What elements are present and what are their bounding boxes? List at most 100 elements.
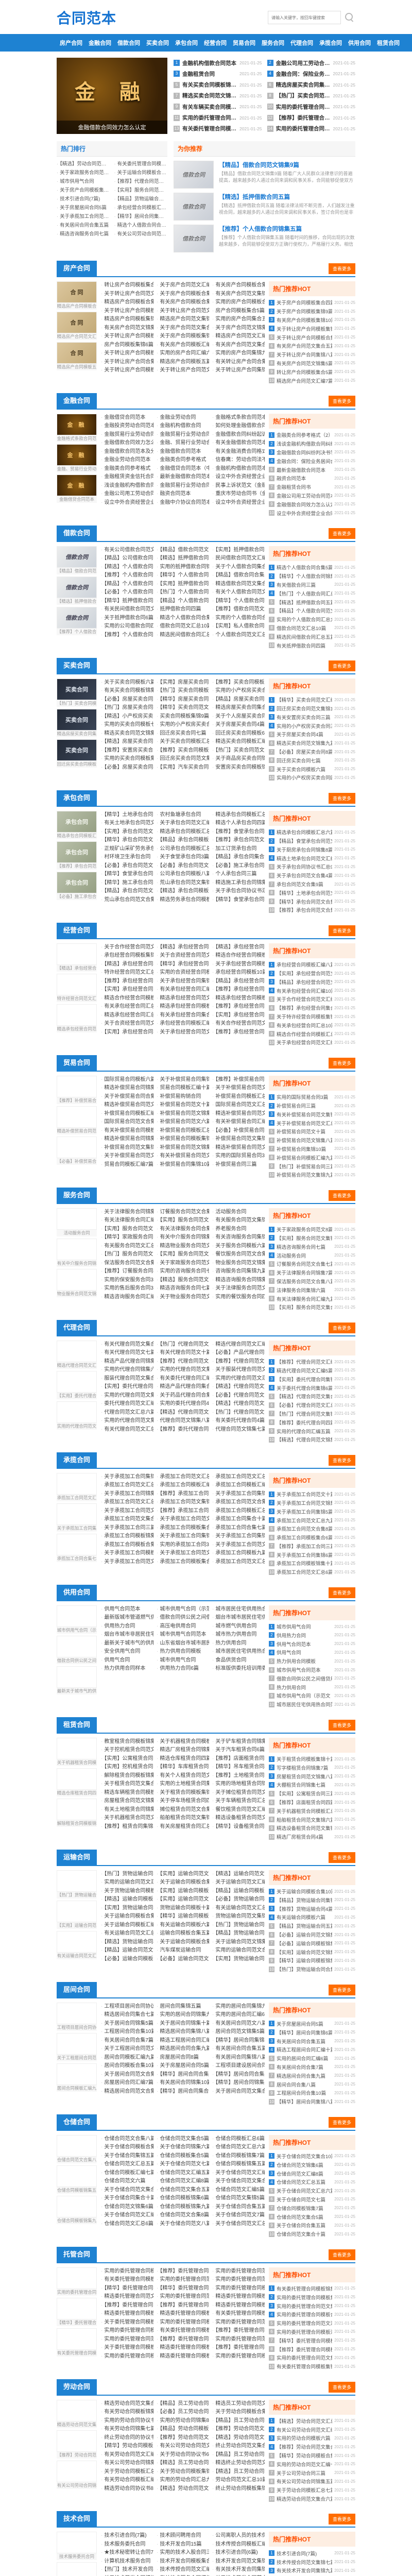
article-link[interactable]: 房屋居间合同汇编7篇 xyxy=(101,2079,153,2088)
article-link[interactable]: 供用气合同 xyxy=(101,1656,153,1665)
featured-list-item[interactable]: 7精选买卖合同范文锦集九篇2021-01-25 xyxy=(174,91,262,101)
article-link[interactable]: 有关补偿贸易合同汇编9篇 xyxy=(212,1118,265,1127)
article-link[interactable]: 关于运输合同范文汇编八篇 xyxy=(212,1878,265,1887)
article-link[interactable]: 代理合同范文锦集八篇 xyxy=(157,1417,209,1426)
article-link[interactable]: 精选代理合同范文汇编5篇 xyxy=(212,1341,265,1349)
article-link[interactable]: 【精选】代理合同范文集合5 xyxy=(212,1400,265,1409)
article-link[interactable]: 委托代理合同范文汇编8篇 xyxy=(101,1400,153,1409)
article-link[interactable]: 补偿贸易合同模板汇总6篇 xyxy=(157,1127,209,1136)
article-link[interactable]: 精选劳务承包合同模板汇编9 xyxy=(157,896,209,905)
article-link[interactable]: 有关代理合同范文七篇 xyxy=(101,1349,153,1358)
article-link[interactable]: 关于补偿贸易合同合集六篇 xyxy=(101,1093,153,1101)
hot-list-item[interactable]: 6 实用的委托管理合同模板汇 2021-01-25 xyxy=(269,2328,355,2336)
article-link[interactable]: 精选施工承包合同锦集八篇 xyxy=(212,879,265,888)
article-link[interactable]: 实用的买卖合同模板七篇 xyxy=(101,721,153,730)
article-link[interactable]: 关于劳动合同模板集锦九篇 xyxy=(157,2468,209,2477)
thumbnail-item[interactable]: 仓储合同模板锦集九 xyxy=(57,2195,97,2224)
article-link[interactable]: 居间合同集锦五篇 xyxy=(157,2003,209,2011)
article-link[interactable]: 实用的保安服务合同3篇 xyxy=(101,1276,153,1285)
article-link[interactable]: 关于劳动合同协议书6篇 xyxy=(157,2451,209,2460)
article-link[interactable]: 承揽加工合同范文集合七篇 xyxy=(101,1515,153,1524)
article-link[interactable]: 关于居间合同锦集十篇 xyxy=(157,2020,209,2028)
hot-list-item[interactable]: 8 有关公司劳动合同锦集五篇 2021-01-25 xyxy=(269,2477,355,2486)
article-link[interactable]: 实用的委托管理合同模板合 xyxy=(101,2327,153,2335)
article-link[interactable]: 关于房屋买卖合同4篇 xyxy=(212,721,265,730)
article-link[interactable]: 承揽加工合同范文汇总6篇 xyxy=(101,1498,153,1507)
hot-rank-item[interactable]: 【精品】货物运输合同集锦 xyxy=(114,195,167,204)
article-link[interactable]: 有关房产合同模板合集九篇 xyxy=(212,281,265,290)
article-link[interactable]: 关于仓储合同模板合集10篇 xyxy=(101,2143,153,2152)
article-link[interactable]: 实用的委托管理合同范文集 xyxy=(101,2335,153,2344)
hot-list-item[interactable]: 5 最新金融借款合同范本 2021-01-25 xyxy=(269,465,355,474)
hot-list-item[interactable]: 6 【精品】个人借款合同范文 2021-01-25 xyxy=(269,606,355,615)
hot-list-item[interactable]: 8 【实用】运输合同范文锦集5 2021-01-25 xyxy=(269,1947,355,1956)
thumbnail-item[interactable]: 买卖合同 【热门】买卖合同模 xyxy=(57,678,97,707)
hot-list-item[interactable]: 1 关于房屋居间合同5篇 2021-01-25 xyxy=(269,2020,355,2028)
article-link[interactable]: 【实用】服务合同范文集合 xyxy=(157,1216,209,1225)
article-link[interactable]: 【精华】居间合同集锦6篇 xyxy=(212,2037,265,2045)
article-link[interactable]: 养老服务合同 xyxy=(212,1225,265,1234)
article-link[interactable]: 精选补偿贸易合同锦集十篇 xyxy=(101,1084,153,1093)
recommend-item-title[interactable]: 【精选】抵押借款合同五篇 xyxy=(219,194,290,200)
hot-rank-item[interactable]: 精选个人借款合同合集5篇 xyxy=(114,221,167,230)
article-link[interactable]: 承揽加工合同合集七篇 xyxy=(212,1524,265,1533)
article-link[interactable]: 有关委托代理合同汇编8篇 xyxy=(157,1375,209,1383)
article-link[interactable]: 关于转让房产合同范文集锦6 xyxy=(101,290,153,299)
hot-list-item[interactable]: 1 精选承包合同模板汇总六篇 2021-01-25 xyxy=(269,828,355,837)
article-link[interactable]: 热力供用合同模板 xyxy=(157,1648,209,1656)
article-link[interactable]: 关于仓储合同范文汇编5篇 xyxy=(212,2169,265,2178)
article-link[interactable]: 承揽加工合同模板九篇 xyxy=(212,1549,265,1558)
article-link[interactable]: 关于工程居间合同范文10篇 xyxy=(101,2045,153,2054)
article-link[interactable]: 精选买卖合同范文锦集九篇 xyxy=(101,730,153,738)
view-more-button[interactable]: 查看更多 xyxy=(328,925,355,936)
hot-list-item[interactable]: 10 【实用】服务合同范文集合 2021-01-25 xyxy=(269,1303,355,1312)
article-link[interactable]: 承包经营合同模板10篇 xyxy=(212,969,265,977)
article-link[interactable]: 实用的个人借款合同合集六 xyxy=(212,614,265,623)
hot-list-item[interactable]: 10 城市居民住宅供用热合同范 2021-01-25 xyxy=(269,1700,355,1709)
hot-rank-item[interactable]: 有关居间合同合集五篇 xyxy=(57,221,110,230)
article-link[interactable]: 供用热力合同6篇 xyxy=(157,1665,209,1673)
article-link[interactable]: 关于商品房买卖合同锦集十 xyxy=(212,755,265,764)
hot-list-item[interactable]: 7 承包合同范文合集9篇 2021-01-25 xyxy=(269,880,355,889)
thumbnail-item[interactable]: 实用的代理合同范文 xyxy=(57,1401,97,1430)
article-link[interactable]: 【精华】买卖合同范文汇编4 xyxy=(157,704,209,713)
article-link[interactable]: 金融贸易行业劳动合同书 xyxy=(157,431,209,439)
featured-list-item[interactable]: 6精选房屋买卖合同集合十篇2021-01-25 xyxy=(267,80,355,90)
hot-list-item[interactable]: 8 补偿贸易合同模板汇编九篇 2021-01-25 xyxy=(269,1153,355,1162)
hot-list-item[interactable]: 2 技术传授合同范文集锦七篇 2021-01-25 xyxy=(269,2557,355,2566)
article-link[interactable]: 金融投资劳动合同范本 xyxy=(101,422,153,431)
article-link[interactable]: 技术传授合同范文汇编五篇 xyxy=(157,2566,209,2574)
article-link[interactable]: 关于仓储合同范文集合九篇 xyxy=(101,2186,153,2195)
thumbnail-item[interactable]: 精选劳动合同范文集 xyxy=(57,2399,97,2428)
article-link[interactable]: 关于合资经营合同范文合集 xyxy=(101,1020,153,1028)
article-link[interactable]: 【精华】土地承包合同范文 xyxy=(101,811,153,820)
hot-list-item[interactable]: 4 大棚租赁合同锦集七篇 2021-01-25 xyxy=(269,1781,355,1789)
article-link[interactable]: 【实用】货物运输合同范文 xyxy=(212,1955,265,1964)
article-link[interactable]: 实用的运输合同范文汇总7篇 xyxy=(101,1878,153,1887)
hot-list-item[interactable]: 7 补偿贸易合同集锦10篇 2021-01-25 xyxy=(269,1145,355,1154)
hot-list-item[interactable]: 2 仓储合同范文锦集6篇 2021-01-25 xyxy=(269,2160,355,2169)
article-link[interactable]: 抵押借款合同四篇 xyxy=(157,605,209,614)
hot-list-item[interactable]: 5 【精品】货物运输合同五篇 2021-01-25 xyxy=(269,1922,355,1930)
hot-list-item[interactable]: 4 仓储合同范文汇总五篇 2021-01-25 xyxy=(269,2178,355,2187)
article-link[interactable]: 金融类合同参考格式（样 xyxy=(101,465,153,473)
article-link[interactable]: 补偿贸易合同模板汇编九篇 xyxy=(101,1110,153,1118)
article-link[interactable]: 有关服务合同范文汇总九篇 xyxy=(101,1242,153,1251)
article-link[interactable]: 劳动合同范文汇总10篇 xyxy=(212,2476,265,2485)
article-link[interactable]: 关于承揽加工合同范文十篇 xyxy=(157,1549,209,1558)
article-link[interactable]: 承揽加工合同范文汇总七篇 xyxy=(101,1481,153,1490)
article-link[interactable]: 【精华】劳动合同模板合集5 xyxy=(101,2442,153,2451)
article-link[interactable]: 金融贸易行业劳动合同 xyxy=(101,431,153,439)
article-link[interactable]: 关于转让房产合同模板集锦 xyxy=(101,307,153,316)
nav-item-借款合同[interactable]: 借款合同 xyxy=(117,40,140,46)
article-link[interactable]: 实用的国际贸易合同3篇 xyxy=(212,1152,265,1161)
article-link[interactable]: 关于居间合同范文合集9篇 xyxy=(101,2071,153,2079)
thumbnail-item[interactable]: 借款合同 【精选】抵押借款合 xyxy=(57,576,97,605)
hot-list-item[interactable]: 1 有关委托管理合同模板锦集 2021-01-25 xyxy=(269,2284,355,2293)
article-link[interactable]: 关于摊位租赁合同范文合集6 xyxy=(212,1789,265,1798)
hot-list-item[interactable]: 5 【精选】抵押借款合同五篇 2021-01-25 xyxy=(269,598,355,606)
article-link[interactable]: 有关运输合同模板六篇 xyxy=(157,1921,209,1930)
article-link[interactable]: 餐饮租赁合同范文汇编10篇 xyxy=(212,1806,265,1815)
article-link[interactable]: 烟台市城市非居民住宅供用 xyxy=(101,1631,153,1639)
article-link[interactable]: 【必备】房屋买卖合同8篇 xyxy=(101,764,153,772)
